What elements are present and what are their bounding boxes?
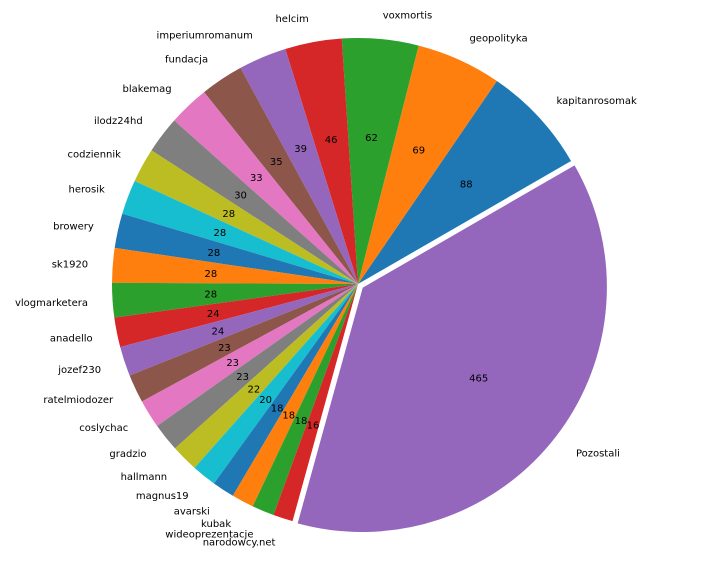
slice-label: voxmortis <box>383 11 433 22</box>
slice-value-label: 30 <box>234 191 247 202</box>
slice-value-label: 18 <box>295 416 308 427</box>
slice-value-label: 62 <box>365 133 378 144</box>
pie-slice-blakemag <box>174 92 358 284</box>
pie-slice-kapitanrosomak <box>358 80 572 284</box>
pie-slice-ratelmiodozer <box>129 284 358 402</box>
slice-label: kapitanrosomak <box>556 96 636 107</box>
slice-value-label: 22 <box>248 385 261 396</box>
slice-value-label: 16 <box>307 421 320 432</box>
pie-slice-geopolityka <box>358 45 497 284</box>
slice-value-label: 28 <box>214 228 227 239</box>
slice-label: codziennik <box>68 149 122 160</box>
pie-slice-codziennik <box>134 150 358 284</box>
slice-label: blakemag <box>123 84 172 95</box>
slice-label: gradzio <box>109 449 146 460</box>
slice-label: browery <box>53 221 94 232</box>
slice-label: ratelmiodozer <box>43 395 114 406</box>
slice-value-label: 23 <box>236 372 249 383</box>
pie-slice-kubak <box>232 284 358 507</box>
slice-label: ilodz24hd <box>94 116 143 127</box>
slice-value-label: 69 <box>412 145 425 156</box>
slice-value-label: 23 <box>218 343 231 354</box>
pie-slice-ilodz24hd <box>151 120 358 285</box>
slice-value-label: 465 <box>469 373 488 384</box>
slice-value-label: 28 <box>208 248 221 259</box>
slice-label: Pozostali <box>576 449 620 460</box>
slice-label: wideoprezentacje <box>165 530 253 541</box>
pie-slice-jozef230 <box>120 284 358 376</box>
slice-label: coslychac <box>79 423 128 434</box>
pie-slice-narodowcy-net <box>273 284 358 522</box>
pie-slice-hallmann <box>175 284 358 468</box>
slice-value-label: 28 <box>204 290 217 301</box>
slice-label: magnus19 <box>136 491 189 502</box>
slice-label: vlogmarketera <box>15 298 88 309</box>
slice-value-label: 33 <box>250 173 263 184</box>
slice-label: avarski <box>174 506 210 517</box>
slice-label: sk1920 <box>52 259 88 270</box>
pie-slice-imperiumromanum <box>240 48 358 284</box>
pie-slice-vlogmarketera <box>112 282 358 318</box>
slice-value-label: 28 <box>204 269 217 280</box>
pie-slice-helcim <box>285 38 358 284</box>
slice-label: hallmann <box>121 472 168 483</box>
slice-label: anadello <box>50 333 93 344</box>
slice-value-label: 28 <box>222 209 235 220</box>
slice-value-label: 24 <box>212 326 225 337</box>
slice-label: kubak <box>201 519 231 530</box>
pie-slice-avarski <box>214 284 358 496</box>
slice-label: narodowcy.net <box>203 538 276 549</box>
slice-value-label: 20 <box>259 395 272 406</box>
pie-slices <box>112 38 609 535</box>
slice-label: herosik <box>69 184 105 195</box>
slice-value-label: 18 <box>282 410 295 421</box>
pie-slice-pozostali <box>295 162 609 535</box>
slice-value-label: 18 <box>271 404 284 415</box>
pie-slice-sk1920 <box>112 247 359 284</box>
pie-slice-magnus19 <box>194 284 358 484</box>
slice-value-label: 24 <box>207 309 220 320</box>
slice-value-label: 23 <box>226 358 239 369</box>
pie-slice-herosik <box>122 180 358 284</box>
slice-label: helcim <box>275 14 308 25</box>
pie-slice-wideoprezentacje <box>252 284 358 516</box>
pie-slice-fundacja <box>204 67 358 284</box>
pie-slice-gradzio <box>157 284 358 449</box>
slice-value-label: 35 <box>270 157 283 168</box>
slice-label: jozef230 <box>57 365 101 376</box>
slice-label: geopolityka <box>469 33 527 44</box>
slice-value-label: 46 <box>325 135 338 146</box>
pie-labels: kapitanrosomak 88 geopolityka 69 voxmortis 62… <box>15 11 637 549</box>
pie-slice-voxmortis <box>341 38 419 285</box>
slice-label: fundacja <box>165 55 208 66</box>
slice-label: imperiumromanum <box>157 31 253 42</box>
slice-value-label: 88 <box>460 180 473 191</box>
slice-value-label: 39 <box>294 144 307 155</box>
pie-slice-browery <box>114 213 359 284</box>
pie-slice-coslychac <box>141 284 358 426</box>
pie-slice-anadello <box>114 284 358 348</box>
